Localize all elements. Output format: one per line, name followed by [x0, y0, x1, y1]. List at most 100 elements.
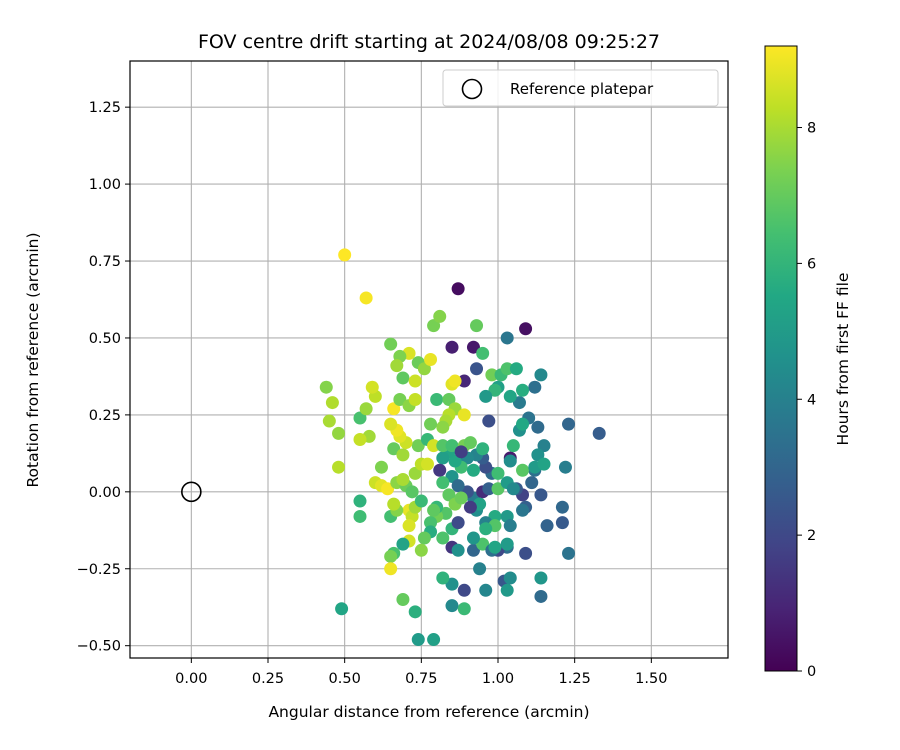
data-point: [408, 374, 422, 388]
colorbar: [764, 45, 798, 672]
data-point: [531, 420, 545, 434]
data-point: [531, 448, 545, 462]
data-point: [485, 368, 499, 382]
data-point: [408, 466, 422, 480]
data-point: [463, 500, 477, 514]
data-point: [405, 485, 419, 499]
data-point: [445, 340, 459, 354]
colorbar-label: Hours from first FF file: [834, 273, 852, 446]
data-point: [534, 368, 548, 382]
data-point: [451, 516, 465, 530]
data-point: [466, 531, 480, 545]
data-point: [482, 482, 496, 496]
data-point: [457, 408, 471, 422]
data-point: [466, 340, 480, 354]
data-point: [466, 463, 480, 477]
data-point: [592, 426, 606, 440]
data-point: [540, 519, 554, 533]
data-point: [353, 411, 367, 425]
data-point: [503, 571, 517, 585]
data-point: [470, 362, 484, 376]
data-point: [411, 439, 425, 453]
data-point: [384, 417, 398, 431]
legend-label-reference: Reference platepar: [510, 80, 654, 98]
data-point: [558, 460, 572, 474]
data-point: [457, 583, 471, 597]
data-point: [476, 537, 490, 551]
data-point: [319, 380, 333, 394]
y-tick-label: 0.00: [89, 485, 121, 501]
x-axis-ticks: 0.00 0.25 0.50 0.75 1.00 1.25 1.50: [175, 658, 667, 687]
data-point: [519, 322, 533, 336]
data-point: [335, 602, 349, 616]
data-point: [436, 571, 450, 585]
y-tick-label: 1.00: [89, 177, 121, 193]
data-point: [491, 482, 505, 496]
data-point: [537, 439, 551, 453]
data-point: [476, 442, 490, 456]
data-point: [424, 417, 438, 431]
data-point: [476, 346, 490, 360]
plot-frame: [129, 60, 729, 659]
data-point: [537, 457, 551, 471]
data-point: [488, 383, 502, 397]
data-point: [500, 362, 514, 376]
data-point: [451, 543, 465, 557]
data-point: [359, 402, 373, 416]
data-point: [396, 593, 410, 607]
data-point: [503, 389, 517, 403]
data-point: [448, 454, 462, 468]
colorbar-tick-label: 2: [807, 528, 816, 544]
data-point: [374, 460, 388, 474]
data-point: [500, 583, 514, 597]
data-point: [396, 448, 410, 462]
data-point: [457, 602, 471, 616]
data-point: [396, 371, 410, 385]
data-point: [402, 519, 416, 533]
data-point: [473, 562, 487, 576]
data-point: [451, 479, 465, 493]
legend: Reference platepar: [442, 69, 719, 107]
data-point: [420, 457, 434, 471]
data-point: [433, 309, 447, 323]
chart-title: FOV centre drift starting at 2024/08/08 …: [198, 31, 660, 53]
data-point: [396, 473, 410, 487]
data-point: [506, 482, 520, 496]
data-point: [332, 426, 346, 440]
y-tick-label: −0.25: [77, 562, 121, 578]
data-point: [555, 516, 569, 530]
data-point: [506, 439, 520, 453]
x-tick-label: 0.25: [252, 671, 284, 687]
data-point: [387, 402, 401, 416]
data-point: [470, 319, 484, 333]
data-point: [381, 482, 395, 496]
data-point: [396, 537, 410, 551]
data-point: [516, 383, 530, 397]
data-point: [454, 491, 468, 505]
y-tick-label: 0.25: [89, 408, 121, 424]
x-tick-label: 1.00: [482, 671, 514, 687]
data-point: [390, 359, 404, 373]
data-point: [534, 589, 548, 603]
data-point: [516, 503, 530, 517]
data-point: [525, 476, 539, 490]
colorbar-tick-label: 8: [807, 121, 816, 137]
data-point: [353, 433, 367, 447]
data-point: [332, 460, 346, 474]
x-axis-label: Angular distance from reference (arcmin): [268, 703, 589, 721]
data-point: [384, 337, 398, 351]
data-point: [534, 488, 548, 502]
reference-marker: [181, 481, 202, 503]
data-point: [482, 414, 496, 428]
colorbar-tick-label: 0: [807, 664, 816, 680]
data-point: [516, 417, 530, 431]
data-point: [491, 466, 505, 480]
data-point: [393, 393, 407, 407]
data-point: [528, 380, 542, 394]
data-point: [436, 439, 450, 453]
data-point: [436, 531, 450, 545]
y-axis-ticks: −0.50 −0.25 0.00 0.25 0.50 0.75 1.00 1.25: [77, 100, 130, 655]
data-point: [436, 420, 450, 434]
data-point: [384, 562, 398, 576]
